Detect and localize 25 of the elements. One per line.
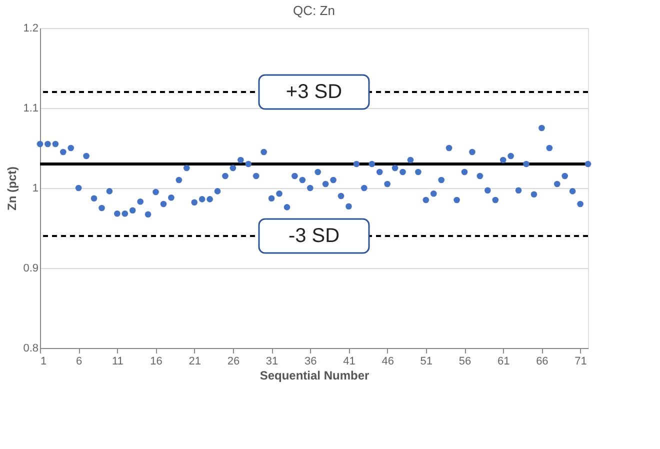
x-tick-label: 41 [343,356,356,368]
ref-line-label: +3 SD [286,81,342,103]
y-tick-label: 1.1 [23,102,38,114]
chart-title: QC: Zn [293,3,335,18]
y-tick-label: 0.8 [23,342,38,354]
x-tick-label: 56 [458,356,472,368]
y-axis-title: Zn (pct) [5,166,20,210]
x-tick-label: 26 [227,356,240,368]
x-tick-label: 36 [304,356,317,368]
x-tick-label: 21 [188,356,201,368]
x-tick-label: 51 [420,356,433,368]
x-tick-label: 31 [266,356,278,368]
x-tick-label: 46 [382,356,394,368]
x-tick-label: 6 [76,356,82,368]
ref-line-label: -3 SD [288,225,340,247]
x-tick-label: 16 [150,356,162,368]
y-tick-label: 0.9 [23,262,38,274]
x-tick-label: 61 [497,356,510,368]
x-axis-title: Sequential Number [260,368,370,382]
x-tick-label: 11 [112,356,124,368]
y-tick-label: 1 [32,182,38,194]
y-tick-label: 1.2 [23,22,38,34]
x-tick-label: 71 [574,356,587,368]
x-tick-label: 1 [40,356,47,368]
x-tick-label: 66 [536,356,548,368]
